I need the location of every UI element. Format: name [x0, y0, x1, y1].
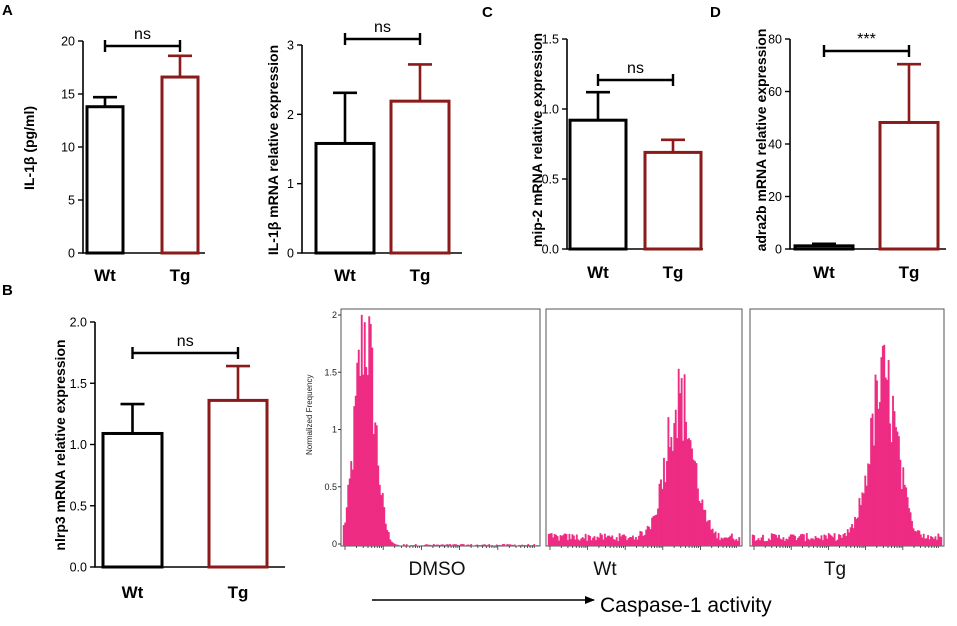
x-category-label: Tg	[228, 583, 249, 602]
y-tick-label: 1.5	[70, 377, 87, 391]
y-axis-label: IL-1β (pg/ml)	[21, 106, 37, 190]
bar-tg	[878, 120, 940, 251]
x-category-label: Tg	[899, 263, 920, 282]
y-tick-label: 0.5	[70, 499, 87, 513]
flow-x-axis-label: Caspase-1 activity	[600, 594, 772, 617]
y-tick-label: 1.5	[542, 33, 559, 47]
bar-tg	[643, 150, 703, 251]
panel-label-c: C	[482, 4, 493, 21]
y-tick-label: 60	[768, 85, 782, 99]
significance-label: ns	[374, 19, 391, 36]
bar-wt	[85, 105, 125, 255]
y-axis-label: adra2b mRNA relative expression	[753, 29, 769, 252]
y-tick-label: 1.0	[542, 103, 559, 117]
significance-bracket	[822, 45, 911, 57]
y-axis-label: nlrp3 mRNA relative expression	[52, 339, 68, 550]
caspase-flow-histograms: Normalized Frequency 0 0.5 1 1.5 2 DMSO Wt T…	[305, 308, 945, 617]
chart-il1b-mrna: 0 1 2 3 IL-1β mRNA relative expression Wt Tg ns	[265, 19, 462, 285]
histogram-dmso	[342, 314, 539, 547]
y-tick-label: 40	[768, 138, 782, 152]
bar-wt	[314, 141, 376, 255]
y-tick-label: 2.0	[70, 316, 87, 330]
significance-label: ns	[627, 60, 644, 77]
x-category-label: Tg	[663, 263, 684, 282]
significance-bracket	[596, 74, 675, 86]
y-tick-label: 15	[61, 88, 75, 102]
significance-label: ns	[177, 333, 194, 350]
bar-wt	[793, 244, 855, 251]
flow-y-tick-label: 0	[332, 539, 337, 549]
flow-label-tg: Tg	[824, 559, 846, 580]
flow-y-axis-label: Normalized Frequency	[305, 375, 314, 455]
y-tick-label: 0.0	[542, 243, 559, 257]
x-category-label: Tg	[410, 266, 431, 285]
histogram-frame	[749, 308, 945, 547]
y-tick-label: 1	[287, 177, 294, 191]
histogram-tg	[751, 344, 943, 546]
y-tick-label: 20	[768, 190, 782, 204]
bar-tg	[389, 99, 451, 255]
y-tick-label: 10	[61, 141, 75, 155]
y-axis-label: mip-2 mRNA relative expression	[529, 33, 545, 247]
flow-y-tick-label: 1.5	[324, 367, 337, 377]
flow-y-tick-label: 0.5	[324, 482, 337, 492]
y-tick-label: 5	[68, 194, 75, 208]
y-tick-label: 0	[775, 243, 782, 257]
y-tick-label: 2	[287, 108, 294, 122]
flow-label-wt: Wt	[593, 559, 617, 580]
panel-label-a: A	[2, 2, 13, 19]
y-tick-label: 80	[768, 33, 782, 47]
x-category-label: Wt	[334, 266, 356, 285]
significance-bracket	[131, 347, 240, 359]
y-tick-label: 1.0	[70, 438, 87, 452]
flow-y-tick-label: 2	[332, 310, 337, 320]
bar-wt	[101, 431, 164, 569]
panel-label-b: B	[2, 282, 13, 299]
y-tick-label: 0.5	[542, 173, 559, 187]
bar-tg	[207, 398, 269, 569]
y-tick-label: 0.0	[70, 561, 87, 575]
chart-il1b-protein: 0 5 10 15 20 IL-1β (pg/ml) Wt Tg ns	[21, 26, 205, 285]
y-tick-label: 0	[68, 247, 75, 261]
y-tick-label: 0	[287, 247, 294, 261]
flow-label-dmso: DMSO	[409, 559, 466, 580]
significance-label: ns	[134, 26, 151, 43]
x-category-label: Wt	[813, 263, 835, 282]
flow-panel-tg	[749, 308, 945, 550]
significance-label: ***	[857, 31, 876, 48]
significance-bracket	[343, 33, 422, 45]
y-axis-label: IL-1β mRNA relative expression	[265, 45, 281, 255]
bar-tg	[160, 75, 200, 255]
significance-bracket	[103, 40, 182, 52]
x-category-label: Tg	[170, 266, 191, 285]
y-tick-label: 3	[287, 39, 294, 53]
flow-panel-dmso: 0 0.5 1 1.5 2	[324, 308, 541, 550]
histogram-wt	[547, 368, 741, 546]
x-category-label: Wt	[587, 263, 609, 282]
flow-panel-wt	[545, 308, 743, 550]
panel-label-d: D	[710, 4, 721, 21]
y-tick-label: 20	[61, 35, 75, 49]
bar-wt	[568, 118, 628, 251]
histogram-frame	[545, 308, 743, 547]
flow-y-tick-label: 1	[332, 425, 337, 435]
x-category-label: Wt	[122, 583, 144, 602]
x-category-label: Wt	[94, 266, 116, 285]
